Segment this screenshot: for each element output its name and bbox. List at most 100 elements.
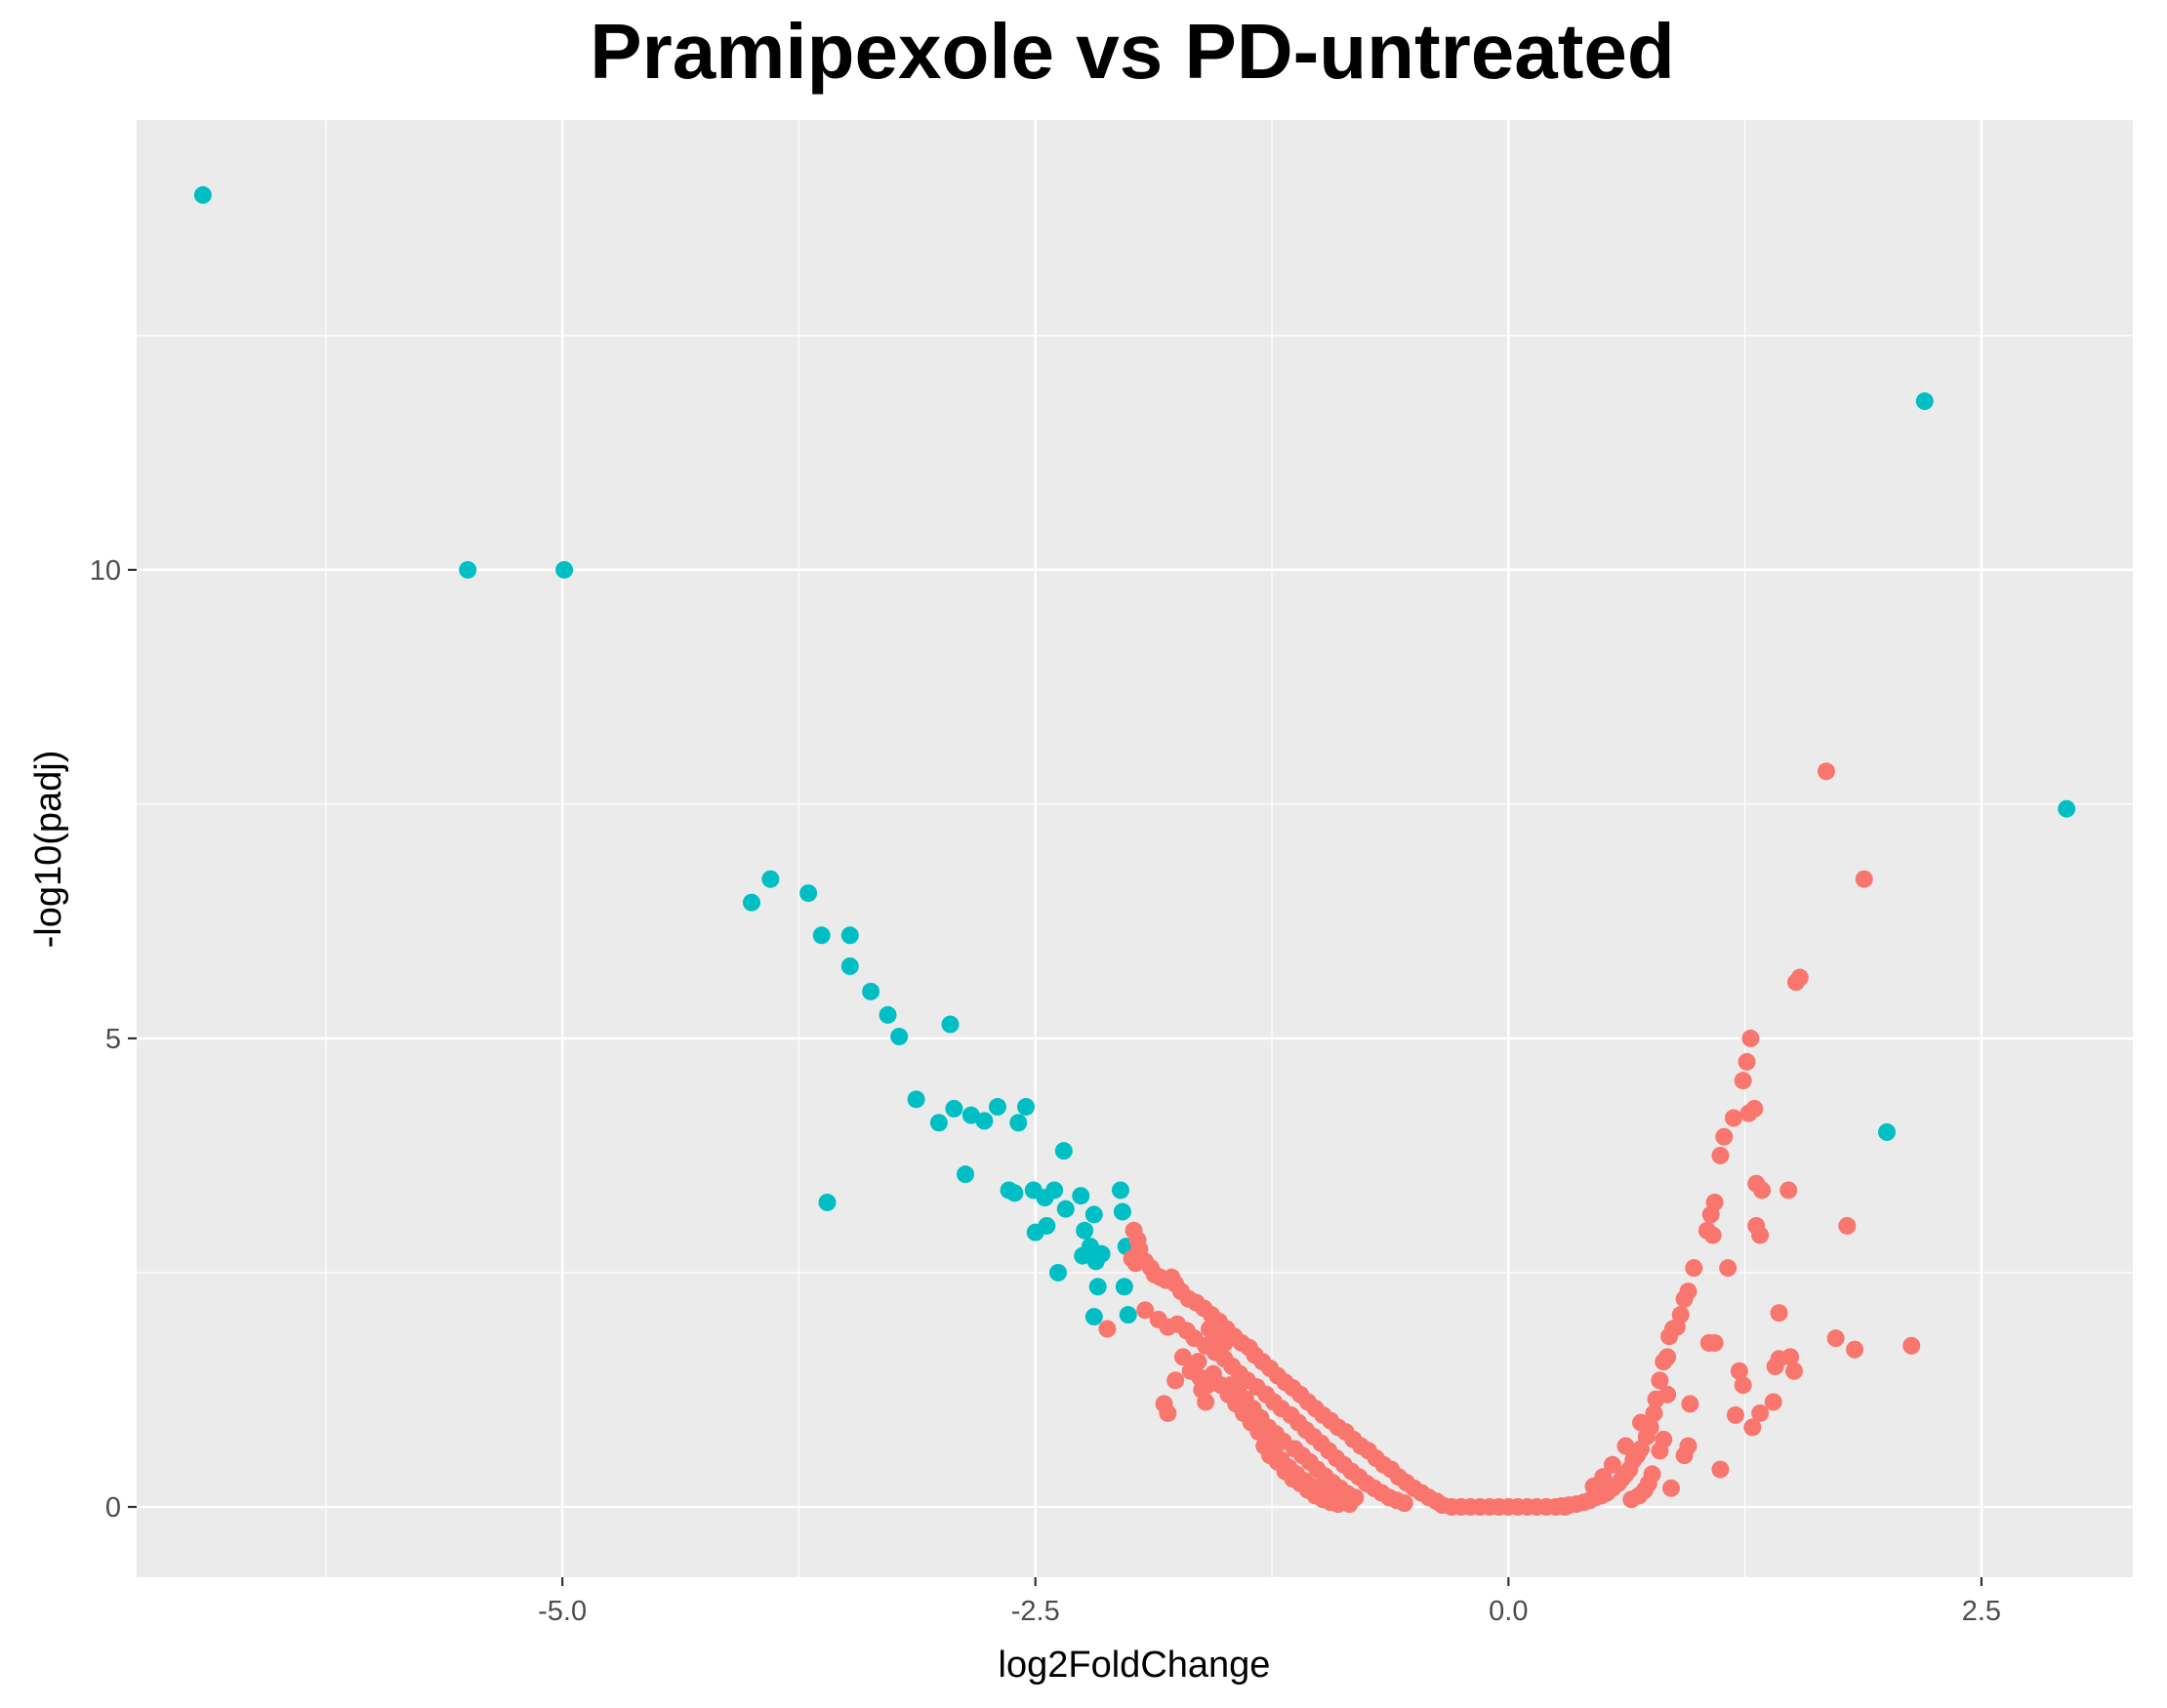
- data-point: [945, 1099, 963, 1118]
- data-point: [1681, 1395, 1699, 1413]
- data-point: [1159, 1403, 1177, 1422]
- data-point: [1715, 1127, 1734, 1146]
- data-point: [1685, 1259, 1703, 1278]
- y-tick-label: 5: [105, 1024, 121, 1055]
- data-point: [1546, 1497, 1565, 1516]
- data-point: [1675, 1446, 1694, 1465]
- data-point: [1490, 1497, 1508, 1516]
- data-point: [1764, 1393, 1782, 1411]
- data-point: [941, 1015, 960, 1034]
- data-point: [1048, 1263, 1067, 1281]
- data-point: [961, 1106, 980, 1124]
- data-point: [890, 1028, 909, 1046]
- data-point: [1329, 1495, 1347, 1514]
- data-point: [1781, 1348, 1800, 1366]
- data-point: [975, 1112, 994, 1130]
- data-point: [1115, 1278, 1133, 1296]
- data-point: [1703, 1226, 1722, 1244]
- data-point: [1675, 1289, 1694, 1308]
- data-point: [1817, 762, 1835, 781]
- data-point: [1395, 1494, 1413, 1513]
- data-point: [1622, 1490, 1641, 1509]
- data-point: [1098, 1320, 1117, 1338]
- data-point: [1701, 1205, 1720, 1224]
- grid-minor: [137, 120, 2133, 1577]
- data-point: [1658, 1385, 1677, 1403]
- data-point: [2058, 799, 2076, 818]
- data-point: [1045, 1181, 1064, 1200]
- data-point: [1770, 1304, 1788, 1322]
- data-point: [862, 982, 880, 1000]
- y-axis-ticks: 0 5 10: [90, 555, 137, 1524]
- data-point: [1878, 1122, 1897, 1141]
- data-point: [1753, 1181, 1772, 1200]
- data-point: [742, 893, 760, 912]
- data-point: [1726, 1405, 1744, 1424]
- x-axis-ticks: -5.0 -2.5 0.0 2.5: [538, 1577, 2001, 1627]
- data-point: [1119, 1306, 1137, 1324]
- data-point: [879, 1005, 897, 1024]
- data-point: [1056, 1200, 1075, 1218]
- data-point: [840, 926, 859, 945]
- data-point: [1603, 1455, 1621, 1474]
- data-point: [1215, 1333, 1234, 1352]
- data-point: [1730, 1362, 1748, 1380]
- data-point: [1054, 1142, 1073, 1160]
- data-point: [1088, 1278, 1107, 1296]
- x-tick-label: 2.5: [1962, 1596, 2001, 1627]
- data-point: [1779, 1181, 1798, 1200]
- data-point: [1739, 1104, 1758, 1122]
- data-point: [1166, 1371, 1185, 1390]
- x-tick-label: 0.0: [1489, 1596, 1528, 1627]
- data-point: [193, 185, 212, 204]
- x-tick-label: -2.5: [1011, 1596, 1060, 1627]
- data-point: [1038, 1216, 1056, 1235]
- data-point: [1902, 1336, 1921, 1355]
- data-point: [1751, 1226, 1770, 1244]
- data-point: [1655, 1353, 1673, 1371]
- data-point: [812, 926, 831, 945]
- data-point: [907, 1090, 925, 1109]
- data-point: [1719, 1259, 1738, 1278]
- data-point: [1915, 392, 1934, 411]
- data-point: [1346, 1488, 1365, 1507]
- data-point: [1471, 1497, 1490, 1516]
- data-point: [818, 1193, 837, 1211]
- data-point: [1005, 1184, 1024, 1202]
- data-point: [1855, 870, 1873, 888]
- data-point: [1751, 1403, 1770, 1422]
- data-point: [1199, 1376, 1217, 1395]
- data-point: [1651, 1442, 1669, 1460]
- data-point: [1826, 1329, 1845, 1348]
- data-point: [1632, 1413, 1651, 1432]
- y-tick-label: 0: [105, 1492, 121, 1524]
- data-point: [1734, 1376, 1752, 1395]
- data-point: [1785, 1362, 1804, 1380]
- x-tick-label: -5.0: [538, 1596, 587, 1627]
- data-point: [1113, 1202, 1131, 1221]
- data-point: [799, 884, 818, 903]
- x-axis-label: log2FoldChange: [999, 1645, 1271, 1686]
- data-point: [1662, 1479, 1681, 1497]
- data-point: [1616, 1437, 1635, 1455]
- data-point: [1509, 1497, 1528, 1516]
- grid-major: [137, 120, 2133, 1577]
- data-point: [1584, 1477, 1603, 1495]
- data-points: [193, 185, 2076, 1516]
- data-point: [1734, 1072, 1752, 1090]
- data-point: [1528, 1497, 1546, 1516]
- data-point: [1072, 1187, 1090, 1205]
- data-point: [1084, 1308, 1103, 1326]
- data-point: [1092, 1244, 1111, 1263]
- data-point: [1645, 1403, 1663, 1422]
- data-point: [957, 1165, 975, 1184]
- data-point: [1451, 1497, 1470, 1516]
- data-point: [1711, 1146, 1730, 1164]
- data-point: [1660, 1327, 1679, 1346]
- data-point: [1017, 1098, 1036, 1117]
- data-point: [1084, 1205, 1103, 1224]
- plot-panel: [137, 120, 2133, 1577]
- data-point: [988, 1098, 1006, 1117]
- data-point: [1197, 1393, 1215, 1411]
